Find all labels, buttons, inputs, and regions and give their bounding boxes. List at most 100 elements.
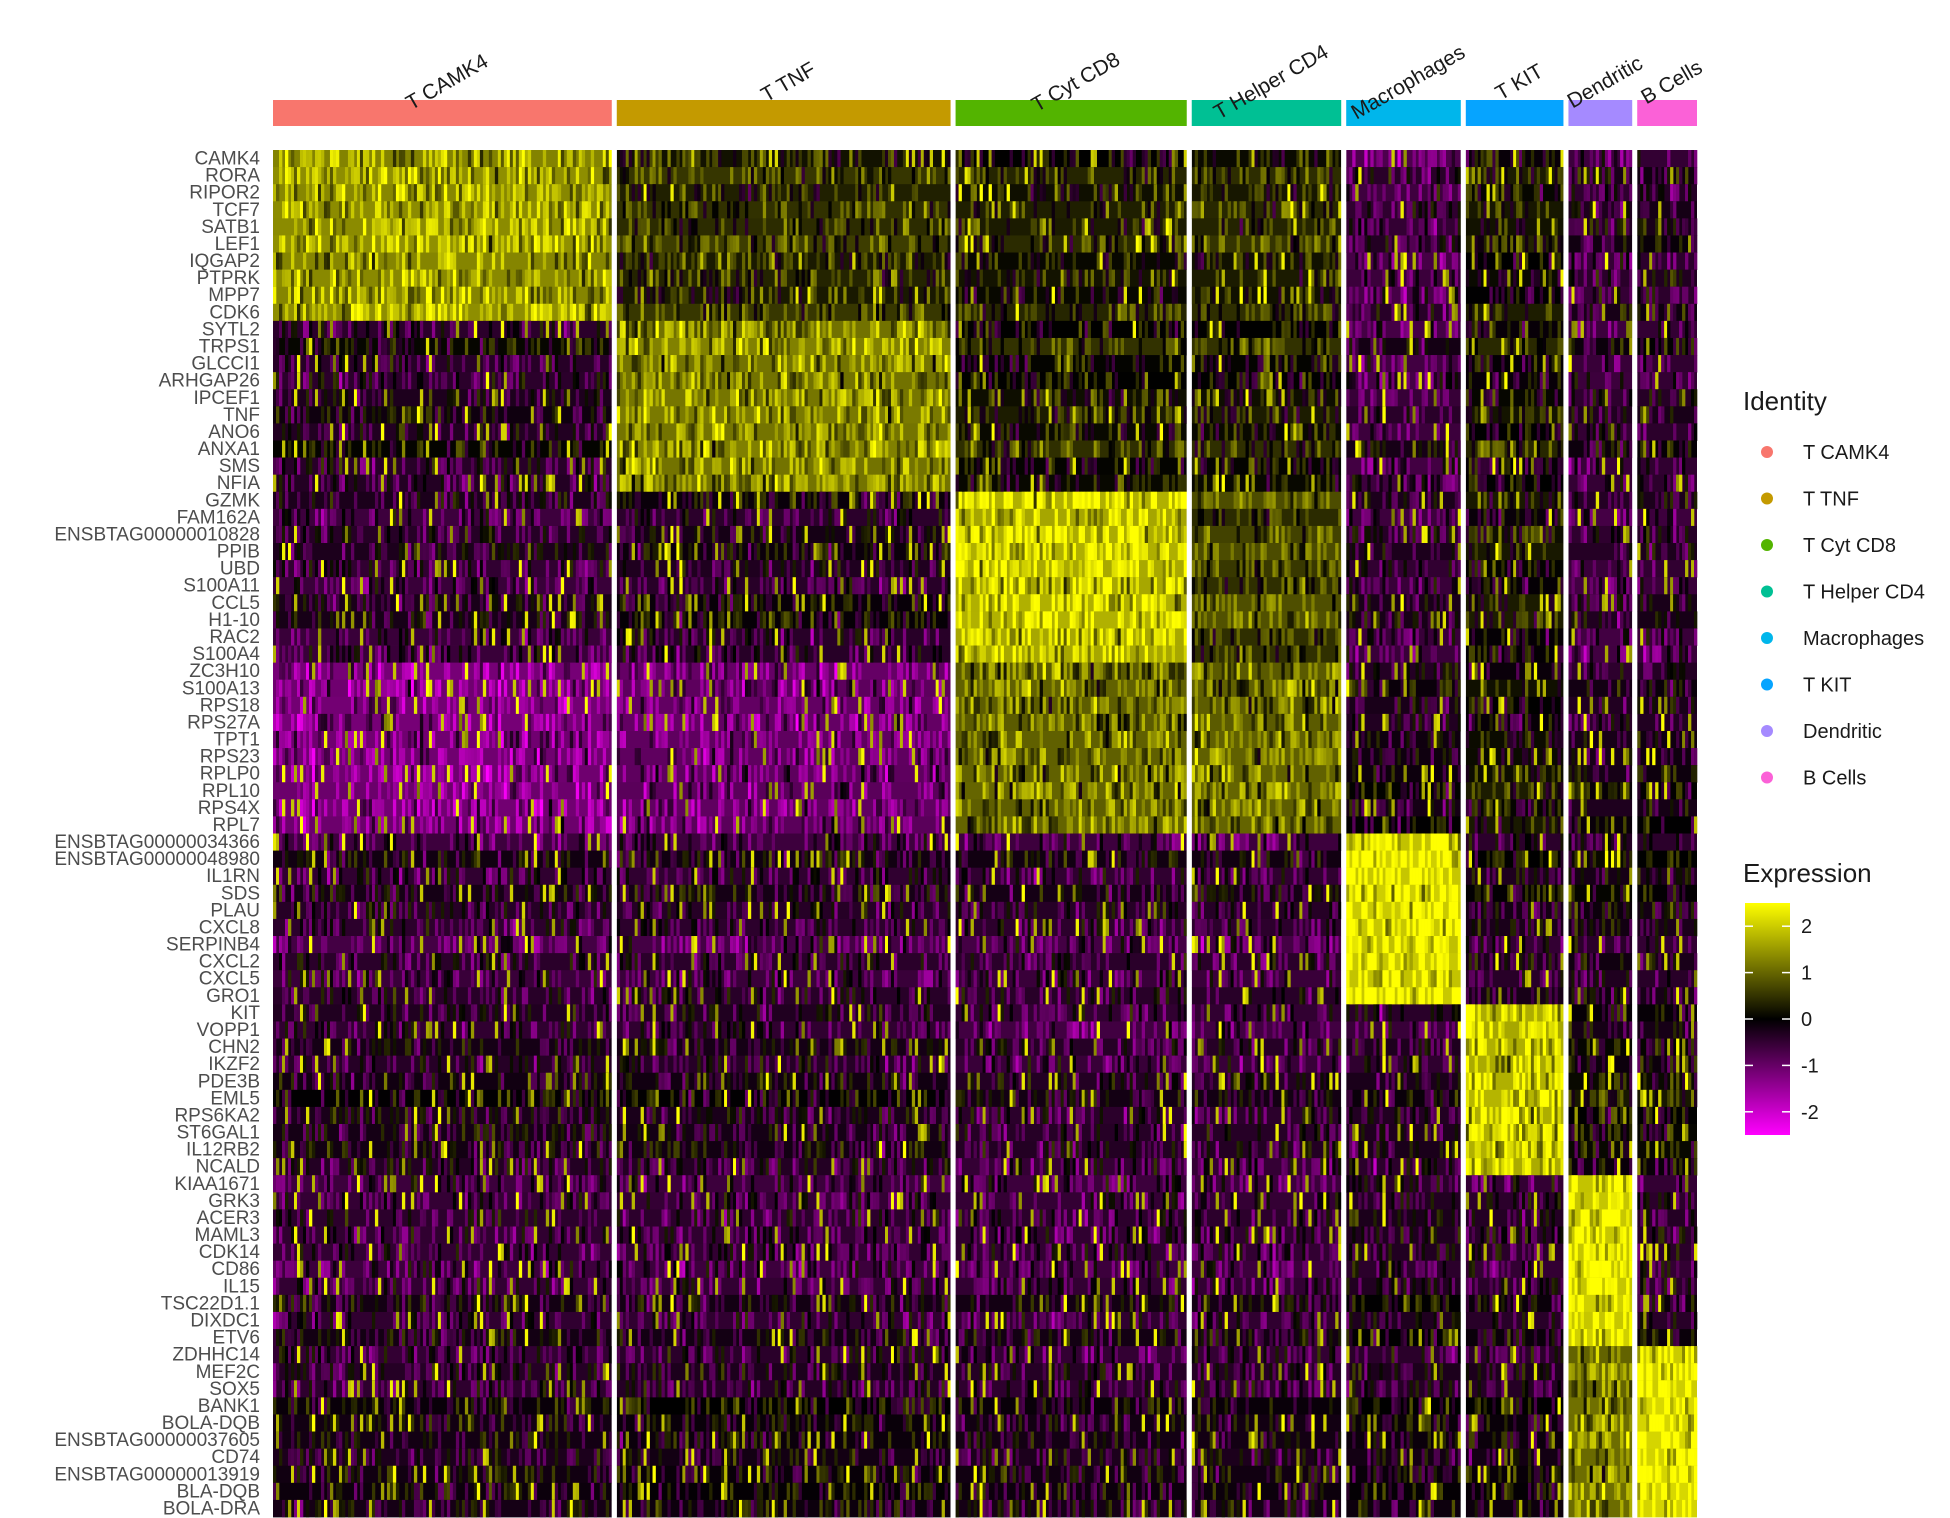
heat-cell — [804, 423, 808, 441]
heat-cell — [476, 269, 481, 288]
heat-cell — [605, 201, 610, 219]
heat-cell — [548, 440, 553, 458]
heat-cell — [392, 150, 397, 168]
heat-cell — [1332, 286, 1336, 305]
heat-cell — [670, 355, 674, 373]
heat-cell — [605, 150, 610, 168]
heat-cell — [1257, 372, 1261, 390]
heat-cell — [320, 406, 325, 424]
heat-cell — [976, 423, 980, 441]
heat-cell — [377, 474, 382, 493]
heat-cell — [1510, 201, 1514, 219]
heat-cell — [1465, 389, 1470, 407]
heat-cell — [1024, 303, 1028, 322]
heat-cell — [1480, 150, 1484, 168]
heat-cell — [434, 491, 439, 510]
heat-cell — [973, 201, 977, 219]
heat-cell — [605, 372, 610, 390]
identity-color-bands — [273, 100, 1697, 126]
heat-cell — [700, 457, 704, 476]
heat-cell — [1138, 184, 1143, 202]
heat-cell — [494, 235, 499, 253]
heat-cell — [738, 184, 743, 202]
heat-cell — [1524, 440, 1529, 458]
heat-cell — [893, 406, 898, 424]
heat-cell — [279, 491, 283, 510]
heat-cell — [905, 320, 910, 339]
heat-cell — [407, 303, 412, 322]
heat-cell — [712, 423, 716, 441]
heat-cell — [783, 252, 787, 271]
heat-cell — [569, 286, 574, 305]
heat-cell — [395, 303, 400, 322]
heat-cell — [1355, 320, 1359, 339]
heat-cell — [1643, 406, 1647, 424]
heat-cell — [1293, 201, 1297, 219]
heat-cell — [926, 491, 931, 510]
heat-cell — [1557, 406, 1561, 424]
heat-cell — [756, 337, 761, 356]
heat-cell — [530, 406, 535, 424]
heat-cell — [596, 355, 601, 373]
heat-cell — [944, 491, 948, 510]
heat-cell — [777, 355, 781, 373]
heat-cell — [293, 167, 298, 185]
heat-cell — [997, 184, 1001, 202]
heat-cell — [887, 389, 892, 407]
heat-cell — [1433, 184, 1437, 202]
heat-cell — [563, 252, 568, 271]
heat-cell — [1379, 423, 1383, 441]
heat-cell — [1501, 337, 1505, 356]
heat-cell — [563, 167, 568, 185]
heat-cell — [1015, 286, 1019, 305]
heat-cell — [876, 201, 880, 219]
heat-cell — [658, 286, 662, 305]
heat-cell — [730, 389, 734, 407]
heat-cell — [545, 303, 550, 322]
heat-cell — [976, 167, 980, 185]
heat-cell — [344, 474, 349, 493]
heat-cell — [1036, 406, 1040, 424]
heat-cell — [858, 150, 862, 168]
heat-cell — [1141, 355, 1146, 373]
heat-cell — [1427, 201, 1431, 219]
heat-cell — [1183, 474, 1188, 493]
heat-cell — [771, 252, 776, 271]
heat-cell — [539, 406, 544, 424]
heat-cell — [807, 269, 811, 288]
heat-cell — [290, 406, 295, 424]
heat-cell — [398, 423, 403, 441]
heat-cell — [1454, 440, 1459, 458]
heat-cell — [425, 286, 430, 305]
heat-cell — [1406, 372, 1410, 390]
heat-cell — [634, 355, 638, 373]
heat-cell — [422, 269, 427, 288]
heat-cell — [944, 167, 948, 185]
heat-cell — [789, 491, 793, 510]
heat-cell — [515, 389, 520, 407]
heat-cell — [935, 235, 939, 253]
heat-cell — [1174, 150, 1179, 168]
heat-cell — [1069, 150, 1073, 168]
heat-cell — [1251, 423, 1255, 441]
heat-cell — [1105, 355, 1109, 373]
heat-cell — [1275, 167, 1279, 185]
heat-cell — [518, 201, 523, 219]
heat-cell — [1078, 269, 1082, 288]
heat-cell — [631, 337, 635, 356]
heat-cell — [1090, 491, 1094, 510]
heat-cell — [879, 474, 883, 493]
heat-cell — [1332, 457, 1336, 476]
heat-cell — [789, 372, 793, 390]
heat-cell — [685, 440, 689, 458]
heat-cell — [1367, 269, 1371, 288]
heat-cell — [542, 303, 547, 322]
heat-cell — [1580, 201, 1584, 219]
heat-cell — [634, 150, 638, 168]
heat-cell — [1498, 269, 1502, 288]
heat-cell — [1640, 235, 1644, 253]
heat-cell — [967, 491, 971, 510]
heat-cell — [997, 389, 1001, 407]
heat-cell — [1409, 201, 1413, 219]
heat-cell — [1522, 218, 1526, 236]
